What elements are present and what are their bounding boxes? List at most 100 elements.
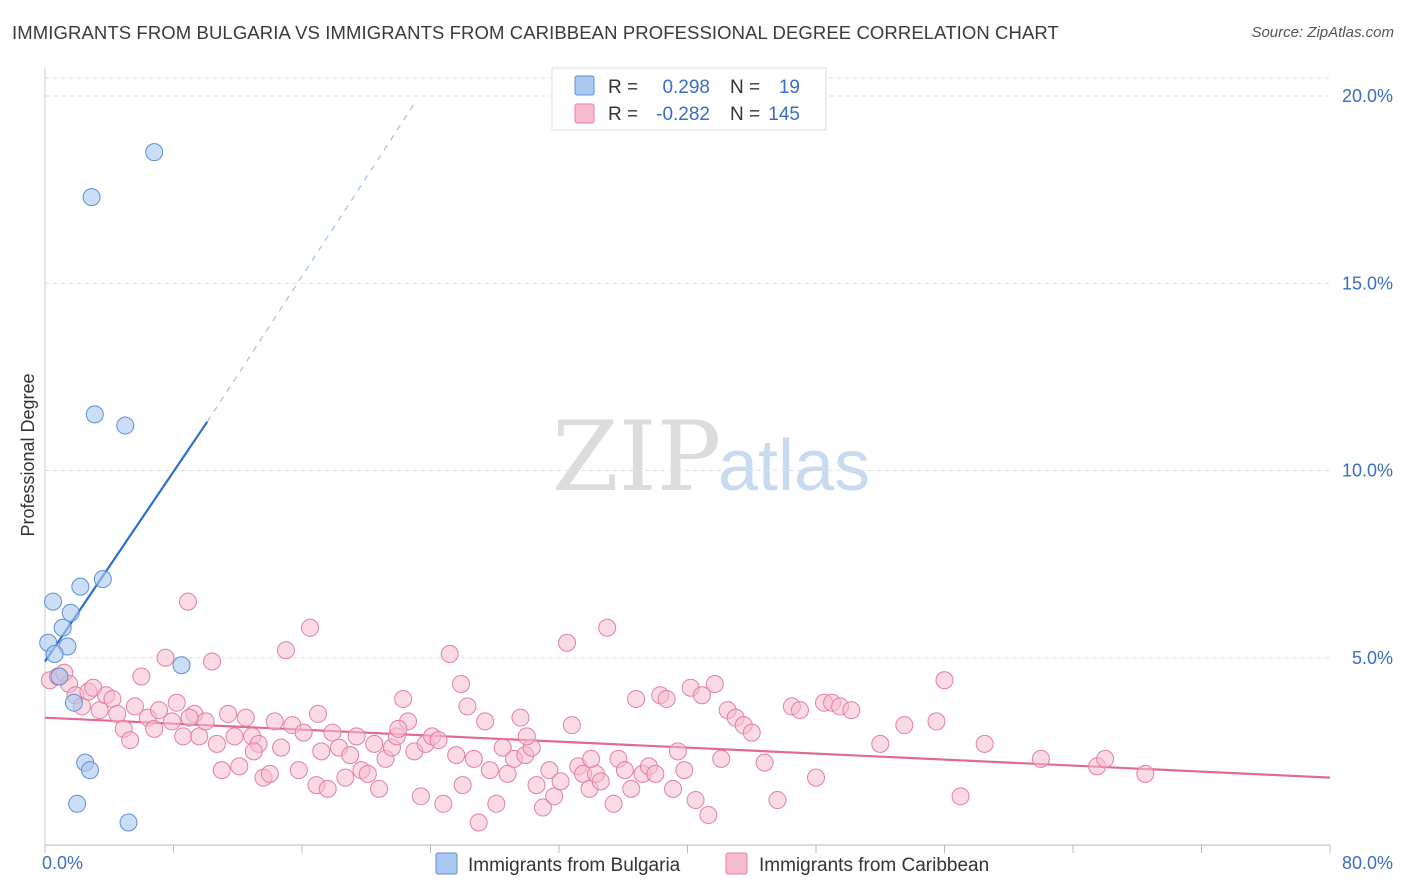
caribbean-point	[121, 731, 140, 750]
caribbean-point	[540, 761, 559, 780]
bottom-legend-swatch-caribbean	[725, 852, 748, 875]
caribbean-point	[951, 787, 970, 806]
y-tick-label: 15.0%	[1342, 273, 1393, 293]
x-ticks	[44, 845, 1331, 853]
caribbean-point	[108, 704, 127, 723]
caribbean-point	[219, 704, 238, 723]
chart-title: IMMIGRANTS FROM BULGARIA VS IMMIGRANTS F…	[12, 22, 1059, 43]
caribbean-point	[196, 712, 215, 731]
bulgaria-point	[71, 577, 90, 596]
y-tick-label: 10.0%	[1342, 461, 1393, 481]
bulgaria-point	[172, 656, 191, 675]
caribbean-point	[742, 723, 761, 742]
caribbean-point	[178, 592, 197, 611]
caribbean-point	[447, 746, 466, 765]
top-legend: R = 0.298 N = 19 R = -0.282 N = 145	[551, 67, 827, 131]
legend-n-value-bulgaria: 19	[779, 77, 800, 98]
caribbean-point	[309, 704, 328, 723]
legend-n-value-caribbean: 145	[768, 104, 800, 125]
bulgaria-point	[93, 570, 112, 589]
caribbean-point	[871, 734, 890, 753]
caribbean-point	[1031, 749, 1050, 768]
bulgaria-point	[82, 188, 101, 207]
x-tick-labels: 0.0% 80.0%	[42, 853, 1393, 873]
bulgaria-point	[145, 143, 164, 162]
caribbean-point	[686, 791, 705, 810]
watermark-zip: ZIP	[552, 401, 721, 513]
caribbean-point	[646, 764, 665, 783]
caribbean-point	[604, 794, 623, 813]
caribbean-point	[664, 779, 683, 798]
caribbean-point	[657, 689, 676, 708]
legend-r-label-bulgaria: R =	[608, 77, 638, 98]
bulgaria-point	[68, 794, 87, 813]
legend-swatch-bulgaria	[574, 75, 595, 96]
caribbean-point	[323, 723, 342, 742]
caribbean-trend-line	[44, 716, 1331, 779]
caribbean-point	[276, 641, 295, 660]
bulgaria-point	[64, 693, 83, 712]
caribbean-point	[272, 738, 291, 757]
caribbean-point	[692, 686, 711, 705]
bottom-legend-label-bulgaria: Immigrants from Bulgaria	[468, 855, 681, 876]
caribbean-point	[705, 674, 724, 693]
caribbean-point	[842, 701, 861, 720]
caribbean-point	[598, 618, 617, 637]
caribbean-point	[312, 742, 331, 761]
bulgaria-point	[50, 667, 69, 686]
caribbean-point	[341, 746, 360, 765]
caribbean-point	[615, 761, 634, 780]
bulgaria-point	[116, 416, 135, 435]
caribbean-point	[162, 712, 181, 731]
caribbean-point	[493, 738, 512, 757]
caribbean-point	[167, 693, 186, 712]
bulgaria-point	[53, 618, 72, 637]
bottom-legend-label-caribbean: Immigrants from Caribbean	[759, 855, 989, 876]
x-tick-label-max: 80.0%	[1342, 853, 1393, 873]
bulgaria-point	[45, 645, 64, 664]
caribbean-point	[533, 798, 552, 817]
caribbean-points	[40, 592, 1155, 832]
caribbean-point	[411, 787, 430, 806]
caribbean-point	[365, 734, 384, 753]
caribbean-point	[174, 727, 193, 746]
legend-box	[551, 67, 827, 131]
caribbean-point	[699, 806, 718, 825]
caribbean-point	[289, 761, 308, 780]
caribbean-point	[487, 794, 506, 813]
caribbean-point	[180, 708, 199, 727]
caribbean-point	[517, 727, 536, 746]
caribbean-point	[318, 779, 337, 798]
caribbean-point	[768, 791, 787, 810]
caribbean-point	[498, 764, 517, 783]
bulgaria-point	[119, 813, 138, 832]
caribbean-point	[627, 689, 646, 708]
caribbean-point	[389, 719, 408, 738]
legend-r-value-bulgaria: 0.298	[662, 77, 710, 98]
caribbean-point	[975, 734, 994, 753]
caribbean-point	[582, 749, 601, 768]
bottom-legend: Immigrants from Bulgaria Immigrants from…	[435, 852, 989, 876]
caribbean-point	[480, 761, 499, 780]
caribbean-point	[230, 757, 249, 776]
bottom-legend-swatch-bulgaria	[435, 852, 458, 875]
legend-swatch-caribbean	[574, 103, 595, 124]
caribbean-point	[469, 813, 488, 832]
caribbean-point	[927, 712, 946, 731]
caribbean-point	[527, 776, 546, 795]
caribbean-point	[156, 648, 175, 667]
bulgaria-point	[85, 405, 104, 424]
caribbean-point	[125, 697, 144, 716]
bulgaria-point	[61, 603, 80, 622]
source-label: Source: ZipAtlas.com	[1251, 24, 1394, 41]
bulgaria-trend-extension	[206, 103, 415, 423]
caribbean-point	[103, 689, 122, 708]
caribbean-point	[203, 652, 222, 671]
caribbean-point	[244, 742, 263, 761]
legend-r-label-caribbean: R =	[608, 104, 638, 125]
legend-n-label-bulgaria: N =	[730, 77, 760, 98]
caribbean-point	[476, 712, 495, 731]
caribbean-point	[212, 761, 231, 780]
caribbean-point	[453, 776, 472, 795]
caribbean-point	[464, 749, 483, 768]
